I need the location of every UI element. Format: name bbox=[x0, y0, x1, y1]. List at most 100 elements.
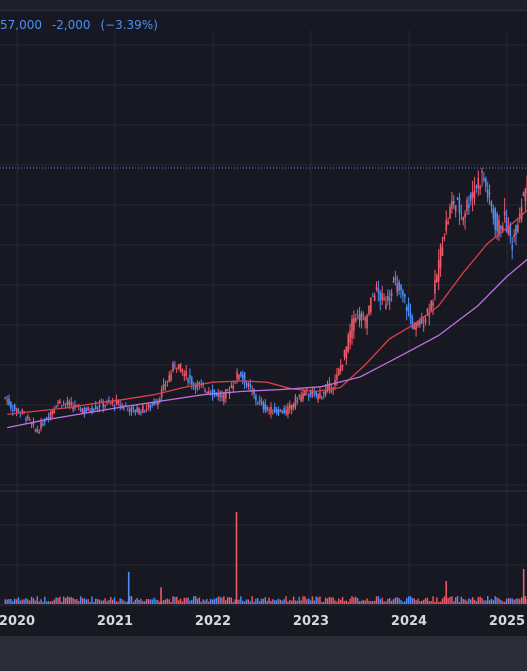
volume-bar bbox=[189, 600, 191, 604]
candle bbox=[256, 401, 259, 406]
price-change: -2,000 bbox=[51, 18, 91, 32]
volume-bar bbox=[49, 601, 52, 604]
candle-body bbox=[441, 247, 444, 256]
candle-body bbox=[377, 287, 380, 294]
candle bbox=[481, 167, 483, 187]
volume-bar bbox=[390, 600, 393, 604]
candle bbox=[432, 299, 434, 315]
volume-bar bbox=[421, 600, 423, 604]
volume-bar bbox=[398, 598, 400, 604]
candle bbox=[145, 404, 148, 413]
volume-bar bbox=[432, 596, 434, 604]
price-change-pct: (−3.39%) bbox=[100, 18, 158, 32]
candle bbox=[498, 215, 500, 241]
volume-bar bbox=[255, 598, 257, 604]
candle-body bbox=[266, 406, 269, 410]
candle bbox=[264, 398, 267, 414]
volume-bar bbox=[389, 598, 391, 604]
candle bbox=[219, 390, 221, 402]
candle-body bbox=[420, 316, 423, 324]
candle bbox=[468, 195, 470, 215]
candle-body bbox=[400, 284, 402, 291]
volume-bar bbox=[294, 600, 297, 604]
candle bbox=[21, 408, 24, 416]
candle-body bbox=[187, 379, 189, 383]
volume-bar bbox=[130, 596, 133, 604]
candle-body bbox=[36, 429, 39, 432]
candle bbox=[447, 217, 449, 225]
candle-body bbox=[464, 213, 466, 218]
candle-body bbox=[383, 298, 385, 300]
volume-bar bbox=[272, 599, 274, 604]
candle bbox=[266, 405, 269, 413]
candle bbox=[343, 349, 346, 361]
candle-body bbox=[483, 178, 485, 181]
candle-body bbox=[298, 394, 301, 397]
candle-body bbox=[366, 315, 368, 328]
candle-body bbox=[28, 419, 31, 421]
candle bbox=[411, 314, 414, 330]
volume-bar bbox=[25, 598, 27, 604]
candle-body bbox=[72, 407, 74, 410]
volume-bar bbox=[51, 601, 54, 604]
volume-bar bbox=[245, 599, 248, 604]
candle-body bbox=[59, 400, 61, 404]
candle-body bbox=[198, 383, 201, 385]
volume-bar bbox=[102, 600, 104, 604]
candle-body bbox=[8, 398, 10, 406]
candle-body bbox=[272, 413, 274, 415]
candle bbox=[121, 402, 123, 410]
candle-body bbox=[164, 384, 167, 386]
candle-body bbox=[240, 371, 242, 377]
volume-bar bbox=[340, 599, 342, 604]
volume-bar bbox=[123, 600, 125, 604]
candle-body bbox=[360, 313, 363, 321]
candle bbox=[302, 388, 304, 403]
candle bbox=[194, 382, 197, 394]
volume-bar bbox=[479, 596, 481, 604]
candle bbox=[422, 316, 425, 332]
candle-body bbox=[349, 330, 351, 343]
x-axis-ticks: 2020 2021 2022 2023 2024 2025 bbox=[0, 604, 527, 629]
candle bbox=[434, 269, 436, 301]
volume-bar bbox=[355, 596, 357, 604]
candle bbox=[275, 406, 278, 416]
candle-body bbox=[473, 190, 476, 199]
candle-body bbox=[249, 384, 252, 388]
candle-body bbox=[496, 213, 498, 232]
volume-bar bbox=[477, 597, 479, 604]
candle bbox=[345, 346, 348, 365]
candle bbox=[328, 377, 331, 394]
candlestick-chart[interactable]: 2020 2021 2022 2023 2024 2025 bbox=[0, 0, 527, 636]
candle bbox=[83, 406, 86, 418]
x-tick-label: 2023 bbox=[293, 614, 329, 629]
candle-body bbox=[381, 293, 383, 300]
candle-body bbox=[375, 286, 378, 290]
candle bbox=[255, 393, 257, 406]
volume-bar bbox=[404, 601, 406, 604]
volume-bar bbox=[79, 596, 82, 604]
volume-bar bbox=[285, 596, 287, 604]
volume-bar bbox=[309, 600, 312, 604]
volume-bar bbox=[300, 600, 302, 604]
candle bbox=[492, 204, 495, 225]
candle bbox=[371, 292, 374, 297]
candle-body bbox=[460, 213, 463, 215]
candle bbox=[517, 218, 519, 234]
candle bbox=[108, 396, 110, 404]
candle bbox=[119, 399, 122, 411]
candle bbox=[524, 187, 527, 212]
candle-body bbox=[315, 391, 318, 396]
volume-bar bbox=[62, 596, 65, 604]
volume-bar bbox=[436, 597, 438, 604]
candle bbox=[349, 323, 351, 350]
volume-bar bbox=[70, 597, 72, 604]
candle bbox=[13, 403, 16, 412]
volume-bar bbox=[304, 596, 306, 604]
candle-body bbox=[479, 186, 481, 189]
candle-body bbox=[439, 245, 442, 269]
volume-bar bbox=[326, 598, 329, 604]
candle-body bbox=[485, 178, 487, 187]
volume-bar bbox=[117, 601, 120, 604]
candle bbox=[260, 397, 263, 406]
